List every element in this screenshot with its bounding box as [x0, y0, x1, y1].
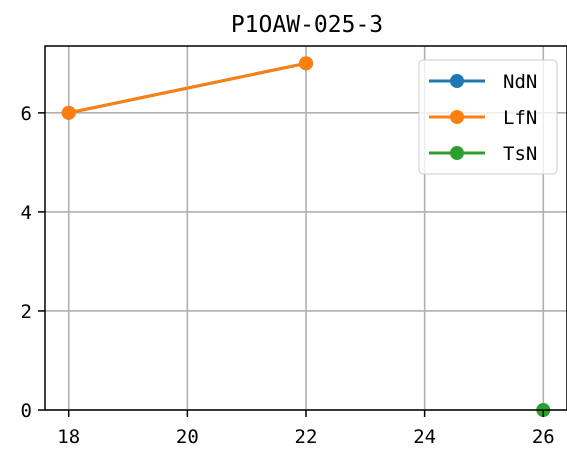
x-tick-label: 18	[57, 426, 80, 448]
legend-box	[418, 59, 558, 175]
series-lfn	[61, 56, 313, 120]
x-tick-label: 22	[295, 426, 318, 448]
x-tick-label: 24	[413, 426, 436, 448]
y-tick-label: 4	[21, 202, 32, 224]
legend-marker-ndn	[450, 74, 464, 88]
data-point-lfn	[61, 105, 76, 120]
y-tick-label: 2	[21, 301, 32, 323]
chart-title: P1OAW-025-3	[231, 12, 383, 38]
legend: NdN LfN TsN	[418, 59, 558, 175]
legend-label-lfn: LfN	[503, 107, 537, 129]
x-tick-label: 26	[532, 426, 555, 448]
legend-marker-tsn	[450, 146, 464, 160]
series-layer	[61, 56, 551, 417]
legend-label-tsn: TsN	[503, 143, 537, 165]
data-point-lfn	[299, 56, 313, 71]
y-tick-label: 0	[21, 400, 32, 422]
x-tick-label: 20	[176, 426, 199, 448]
legend-label-ndn: NdN	[503, 71, 537, 93]
series-line-lfn	[68, 61, 307, 115]
legend-marker-lfn	[450, 110, 464, 124]
y-tick-label: 6	[21, 103, 32, 125]
